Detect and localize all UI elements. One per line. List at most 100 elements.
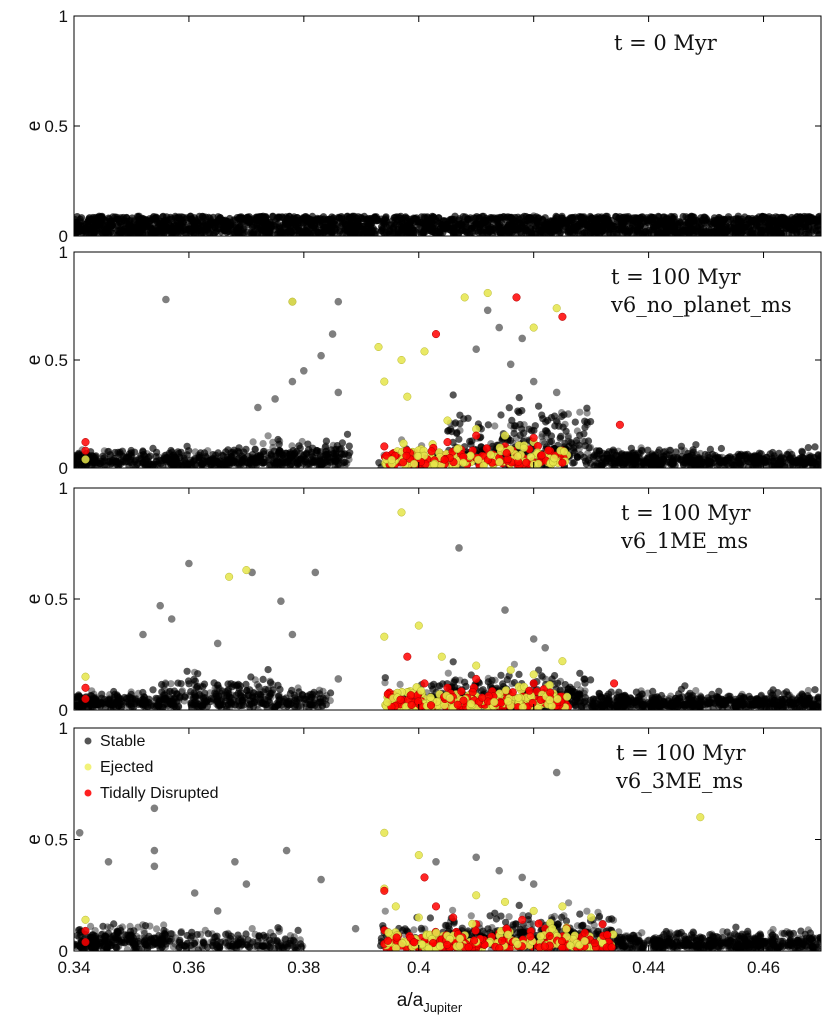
stable-cloud-point — [668, 456, 676, 464]
stable-cloud-point — [512, 422, 520, 430]
stable-cloud-point — [317, 460, 325, 468]
stable-cloud-point — [514, 407, 522, 415]
stable-cloud-point — [139, 458, 147, 466]
stable-cloud-point — [286, 455, 294, 463]
stable-cloud-point — [564, 224, 572, 232]
stable-cloud-point — [243, 228, 251, 236]
stable-cloud-point — [814, 456, 821, 464]
stable-cloud-point — [170, 451, 178, 459]
stable-cloud-point — [752, 454, 761, 462]
stable-cloud-point — [170, 458, 178, 466]
stable-cloud-point — [180, 452, 188, 460]
stable-cloud-point — [693, 457, 702, 465]
stable-cloud-point — [180, 454, 188, 462]
stable-cloud-point — [733, 457, 741, 465]
stable-cloud-point — [685, 457, 693, 466]
stable-cloud-point — [455, 435, 463, 443]
stable-cloud-point — [320, 456, 328, 464]
stable-cloud-point — [276, 450, 284, 458]
stable-cloud-point — [525, 425, 533, 433]
stable-cloud-point — [183, 451, 191, 459]
stable-cloud-point — [630, 456, 638, 464]
stable-cloud-point — [178, 461, 186, 468]
stable-cloud-point — [246, 456, 254, 464]
stable-cloud-point — [724, 456, 732, 464]
stable-cloud-point — [240, 454, 248, 462]
stable-cloud-point — [275, 459, 283, 467]
data-point — [288, 297, 297, 306]
stable-cloud-point — [173, 458, 181, 466]
stable-cloud-point — [224, 457, 233, 465]
stable-cloud-point — [685, 218, 693, 226]
stable-cloud-point — [126, 456, 134, 464]
data-point — [443, 438, 452, 447]
stable-cloud-point — [592, 447, 601, 455]
stable-cloud-point — [450, 420, 458, 428]
stable-cloud-point — [628, 462, 636, 468]
stable-cloud-point — [599, 460, 607, 468]
stable-cloud-point — [323, 461, 332, 468]
stable-cloud-point — [230, 457, 238, 465]
stable-cloud-point — [539, 415, 547, 423]
stable-cloud-point — [89, 452, 97, 460]
stable-cloud-point — [222, 448, 230, 456]
stable-cloud-point — [264, 220, 272, 228]
stable-cloud-point — [318, 461, 326, 468]
stable-cloud-point — [515, 408, 523, 416]
stable-cloud-point — [465, 215, 473, 223]
stable-cloud-point — [599, 449, 607, 457]
stable-cloud-point — [669, 458, 677, 466]
stable-cloud-point — [640, 457, 648, 465]
stable-cloud-point — [615, 457, 623, 465]
stable-cloud-point — [275, 458, 283, 466]
stable-cloud-point — [313, 215, 321, 224]
stable-cloud-point — [669, 457, 678, 465]
stable-cloud-point — [631, 214, 639, 222]
stable-cloud-point — [162, 456, 170, 464]
stable-cloud-point — [695, 455, 703, 463]
stable-cloud-point — [100, 447, 108, 455]
stable-cloud-point — [340, 459, 348, 467]
stable-cloud-point — [667, 460, 676, 468]
stable-cloud-point — [698, 458, 707, 466]
stable-cloud-point — [96, 459, 104, 468]
stable-cloud-point — [687, 456, 696, 464]
stable-cloud-point — [657, 459, 665, 467]
stable-cloud-point — [789, 454, 798, 463]
data-point — [242, 214, 251, 223]
stable-cloud-point — [222, 461, 230, 468]
stable-cloud-point — [679, 460, 688, 468]
stable-cloud-point — [246, 456, 254, 464]
stable-cloud-point — [601, 458, 609, 467]
stable-cloud-point — [449, 391, 457, 399]
data-point — [644, 219, 653, 227]
stable-cloud-point — [104, 457, 112, 465]
stable-cloud-point — [114, 448, 122, 456]
stable-cloud-point — [688, 451, 696, 459]
stable-cloud-point — [641, 457, 649, 465]
stable-cloud-point — [693, 456, 701, 464]
stable-cloud-point — [649, 454, 658, 462]
stable-cloud-point — [298, 437, 306, 446]
stable-cloud-point — [288, 452, 296, 460]
stable-cloud-point — [165, 457, 173, 466]
stable-cloud-point — [655, 459, 663, 467]
stable-cloud-point — [793, 459, 801, 467]
stable-cloud-point — [74, 462, 78, 468]
stable-cloud-point — [603, 454, 611, 462]
stable-cloud-point — [660, 455, 668, 463]
stable-cloud-point — [580, 453, 588, 461]
stable-cloud-point — [689, 458, 697, 466]
stable-cloud-point — [253, 452, 261, 460]
stable-cloud-point — [616, 459, 624, 467]
stable-cloud-point — [235, 454, 243, 462]
stable-cloud-point — [152, 453, 160, 461]
stable-cloud-point — [101, 454, 109, 462]
stable-cloud-point — [743, 457, 751, 465]
stable-cloud-point — [815, 457, 821, 465]
stable-cloud-point — [164, 455, 172, 463]
stable-cloud-point — [103, 227, 111, 235]
stable-cloud-point — [327, 446, 335, 454]
stable-cloud-point — [407, 217, 415, 225]
stable-cloud-point — [267, 450, 275, 458]
